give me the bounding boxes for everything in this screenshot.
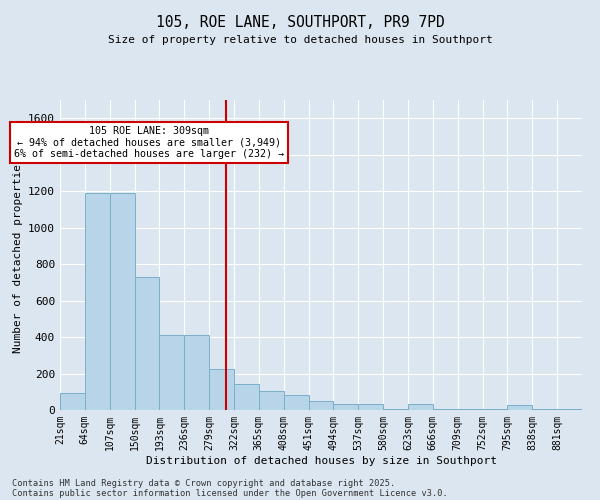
Bar — [334, 404, 358, 410]
Bar — [160, 335, 184, 410]
Bar — [358, 404, 383, 410]
Bar — [383, 409, 408, 410]
Bar — [259, 391, 284, 410]
Text: Contains HM Land Registry data © Crown copyright and database right 2025.: Contains HM Land Registry data © Crown c… — [12, 478, 395, 488]
Bar — [308, 401, 334, 410]
Bar — [508, 406, 532, 410]
Bar — [110, 193, 134, 410]
Text: Contains public sector information licensed under the Open Government Licence v3: Contains public sector information licen… — [12, 488, 448, 498]
Text: Size of property relative to detached houses in Southport: Size of property relative to detached ho… — [107, 35, 493, 45]
Bar — [408, 404, 433, 410]
Bar — [209, 369, 234, 410]
Bar — [482, 409, 508, 410]
X-axis label: Distribution of detached houses by size in Southport: Distribution of detached houses by size … — [146, 456, 497, 466]
Text: 105 ROE LANE: 309sqm
← 94% of detached houses are smaller (3,949)
6% of semi-det: 105 ROE LANE: 309sqm ← 94% of detached h… — [14, 126, 284, 158]
Bar — [433, 409, 458, 410]
Bar — [557, 409, 582, 410]
Bar — [284, 396, 308, 410]
Bar — [60, 392, 85, 410]
Text: 105, ROE LANE, SOUTHPORT, PR9 7PD: 105, ROE LANE, SOUTHPORT, PR9 7PD — [155, 15, 445, 30]
Bar — [184, 335, 209, 410]
Bar — [85, 193, 110, 410]
Y-axis label: Number of detached properties: Number of detached properties — [13, 157, 23, 353]
Bar — [134, 277, 160, 410]
Bar — [458, 409, 482, 410]
Bar — [532, 409, 557, 410]
Bar — [234, 384, 259, 410]
